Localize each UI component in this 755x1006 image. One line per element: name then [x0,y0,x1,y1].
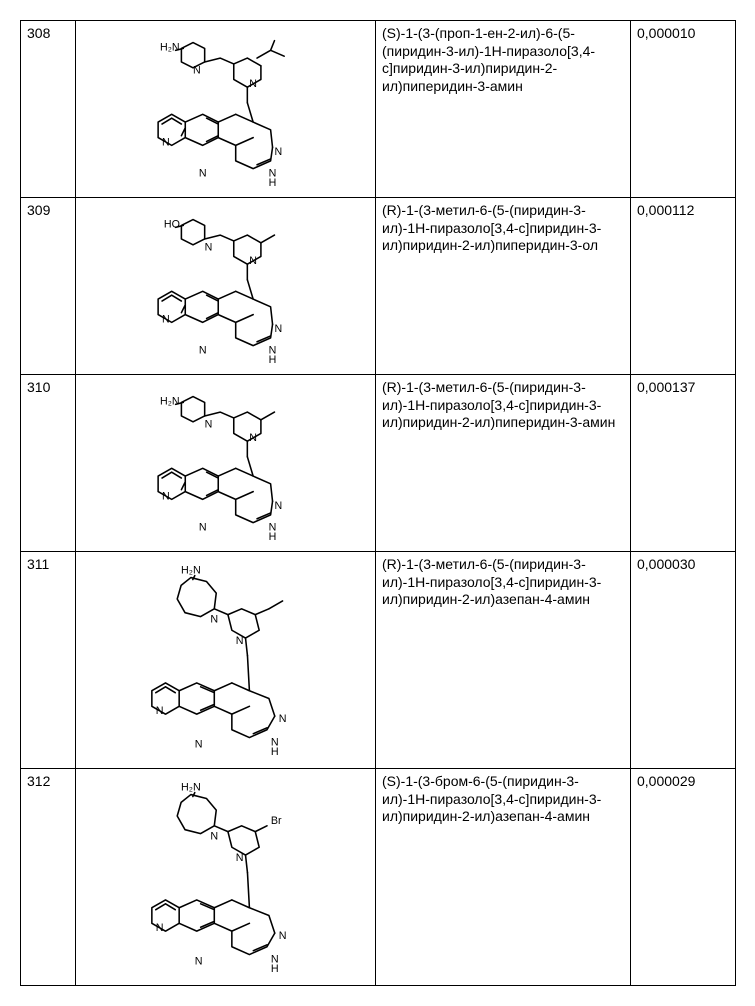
compound-id: 310 [21,375,76,552]
svg-text:N: N [204,242,212,254]
svg-text:N: N [210,830,218,842]
table-row: 309HONNNNNNH(R)-1-(3-метил-6-(5-(пиридин… [21,198,736,375]
compound-structure: H₂NNNNNNNH [76,21,376,198]
compound-value: 0,000137 [631,375,736,552]
compound-name: (R)-1-(3-метил-6-(5-(пиридин-3-ил)-1H-пи… [376,375,631,552]
compound-structure: H₂NNNNNNNH [76,552,376,769]
svg-text:H: H [270,746,278,758]
compound-structure: H₂NNBrNNNNNH [76,769,376,986]
compound-value: 0,000112 [631,198,736,375]
compound-name: (S)-1-(3-(проп-1-ен-2-ил)-6-(5-(пиридин-… [376,21,631,198]
svg-text:H₂N: H₂N [160,395,180,407]
compound-value: 0,000029 [631,769,736,986]
svg-text:N: N [274,146,282,158]
svg-text:H: H [268,177,276,189]
svg-text:H₂N: H₂N [181,565,201,577]
svg-text:N: N [204,419,212,431]
svg-text:N: N [274,500,282,512]
svg-text:N: N [198,167,206,179]
table-row: 308H₂NNNNNNNH(S)-1-(3-(проп-1-ен-2-ил)-6… [21,21,736,198]
compound-value: 0,000010 [631,21,736,198]
compound-name: (R)-1-(3-метил-6-(5-(пиридин-3-ил)-1H-пи… [376,198,631,375]
svg-text:N: N [235,852,243,864]
svg-text:N: N [210,613,218,625]
compound-name: (R)-1-(3-метил-6-(5-(пиридин-3-ил)-1H-пи… [376,552,631,769]
svg-text:N: N [155,705,163,717]
compound-id: 312 [21,769,76,986]
svg-text:N: N [162,490,170,502]
svg-text:H: H [268,354,276,366]
compound-id: 311 [21,552,76,769]
svg-text:N: N [249,78,257,90]
compound-structure: H₂NNNNNNNH [76,375,376,552]
table-row: 310H₂NNNNNNNH(R)-1-(3-метил-6-(5-(пириди… [21,375,736,552]
svg-text:N: N [278,713,286,725]
svg-text:N: N [194,738,202,750]
svg-text:H₂N: H₂N [181,782,201,794]
svg-text:N: N [249,255,257,267]
svg-text:N: N [162,313,170,325]
compound-id: 309 [21,198,76,375]
table-body: 308 H₂N N N N N N N H (S)-1-(3-(проп-1-ен-2-ил)-6… [21,21,736,986]
svg-text:N: N [249,432,257,444]
svg-text:N: N [198,344,206,356]
svg-text:N: N [162,136,170,148]
svg-text:N: N [235,635,243,647]
compound-name: (S)-1-(3-бром-6-(5-(пиридин-3-ил)-1H-пир… [376,769,631,986]
table-row: 312H₂NNBrNNNNNH(S)-1-(3-бром-6-(5-(пирид… [21,769,736,986]
svg-text:N: N [194,955,202,967]
compound-structure: HONNNNNNH [76,198,376,375]
table-row: 311H₂NNNNNNNH(R)-1-(3-метил-6-(5-(пириди… [21,552,736,769]
svg-text:N: N [274,323,282,335]
svg-text:H: H [268,531,276,543]
svg-text:N: N [155,922,163,934]
svg-text:N: N [278,930,286,942]
svg-text:Br: Br [270,815,281,827]
svg-text:HO: HO [163,218,179,230]
svg-text:N: N [198,521,206,533]
svg-text:H₂N: H₂N [160,41,180,53]
svg-text:N: N [193,65,201,77]
compound-table: 308 H₂N N N N N N N H (S)-1-(3-(проп-1-ен-2-ил)-6… [20,20,736,986]
svg-text:H: H [270,963,278,975]
compound-value: 0,000030 [631,552,736,769]
compound-id: 308 [21,21,76,198]
